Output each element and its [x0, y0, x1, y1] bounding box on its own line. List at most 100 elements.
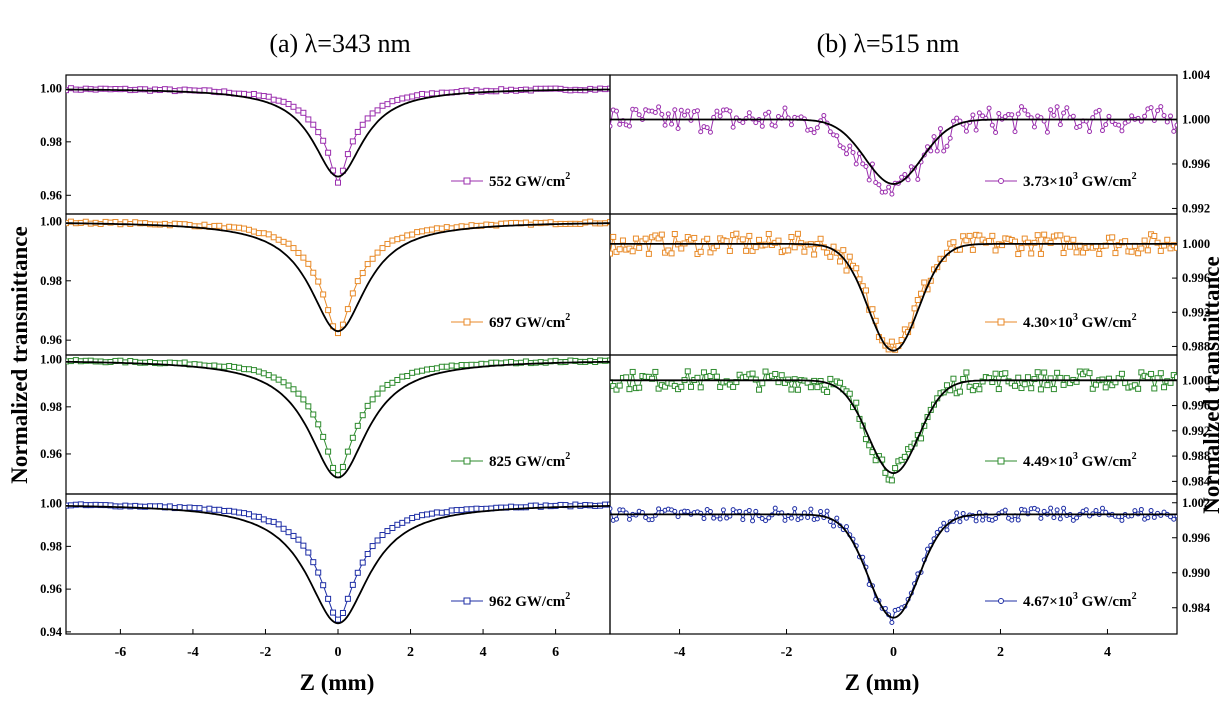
data-point: [970, 112, 976, 118]
data-point: [419, 512, 426, 519]
data-point: [623, 374, 630, 381]
data-point: [453, 363, 460, 370]
data-point: [902, 171, 908, 177]
data-point: [723, 238, 730, 245]
fit-curve: [66, 222, 610, 333]
data-point: [424, 91, 431, 98]
data-point: [295, 107, 302, 114]
data-point: [616, 246, 623, 253]
data-point: [250, 90, 257, 97]
data-point: [1148, 105, 1154, 111]
legend-label: 962 GW/cm2: [489, 591, 570, 610]
data-point: [827, 253, 834, 260]
data-point: [889, 191, 895, 197]
data-point: [374, 249, 381, 256]
y-tick-label: 0.984: [1182, 474, 1211, 488]
data-point: [275, 376, 282, 383]
data-point: [827, 375, 834, 382]
data-series: [66, 85, 610, 186]
data-point: [827, 129, 833, 135]
data-point: [1022, 507, 1028, 513]
data-series: [66, 218, 610, 337]
data-point: [950, 375, 957, 382]
data-point: [221, 507, 228, 514]
data-point: [763, 518, 769, 524]
data-point: [241, 225, 248, 232]
data-point: [315, 129, 322, 136]
data-point: [1054, 369, 1061, 376]
data-point: [369, 396, 376, 403]
data-point: [834, 133, 840, 139]
legend-label: 4.67×103 GW/cm2: [1023, 591, 1137, 610]
x-tick-label: 0: [335, 645, 342, 660]
data-point: [1002, 370, 1009, 377]
data-point: [1034, 232, 1041, 239]
y-tick-label: 0.96: [40, 447, 62, 461]
data-point: [448, 507, 455, 514]
data-point: [433, 365, 440, 372]
y-tick-label: 1.000: [1182, 112, 1210, 126]
data-point: [1022, 107, 1028, 113]
data-point: [1057, 122, 1063, 128]
data-point: [394, 96, 401, 103]
data-point: [384, 240, 391, 247]
legend-label: 552 GW/cm2: [489, 171, 570, 190]
y-tick-label: 0.98: [40, 400, 62, 414]
data-point: [315, 278, 322, 285]
data-point: [364, 402, 371, 409]
y-tick-label: 0.96: [40, 188, 62, 202]
data-point: [379, 245, 386, 252]
data-point: [834, 515, 840, 521]
data-point: [993, 129, 999, 135]
data-point: [453, 507, 460, 514]
data-point: [610, 250, 613, 257]
y-tick-label: 0.996: [1182, 399, 1210, 413]
data-point: [607, 219, 610, 226]
data-point: [280, 525, 287, 532]
data-point: [275, 521, 282, 528]
legend-marker: [998, 598, 1004, 604]
data-point: [305, 260, 312, 267]
data-point: [344, 448, 351, 455]
data-point: [354, 128, 361, 135]
data-point: [626, 516, 632, 522]
data-point: [295, 249, 302, 256]
data-point: [384, 101, 391, 108]
data-point: [166, 503, 173, 510]
data-point: [1161, 384, 1168, 391]
data-point: [1028, 250, 1035, 257]
data-point: [428, 510, 435, 517]
data-point: [814, 384, 821, 391]
data-point: [354, 278, 361, 285]
data-point: [960, 375, 967, 382]
data-point: [911, 305, 918, 312]
data-point: [694, 108, 700, 114]
data-point: [1073, 249, 1080, 256]
data-point: [255, 92, 262, 99]
data-point: [206, 505, 213, 512]
data-point: [250, 513, 257, 520]
data-point: [626, 386, 633, 393]
data-point: [889, 620, 895, 626]
data-point: [463, 362, 470, 369]
data-point: [610, 233, 617, 240]
data-point: [882, 469, 889, 476]
data-point: [330, 464, 337, 471]
data-point: [649, 517, 655, 523]
data-point: [458, 361, 465, 368]
legend-label: 697 GW/cm2: [489, 312, 570, 331]
data-point: [1067, 243, 1074, 250]
data-point: [424, 366, 431, 373]
fit-line: [66, 360, 610, 479]
data-point: [1171, 516, 1177, 522]
data-point: [1171, 128, 1177, 134]
data-point: [419, 228, 426, 235]
data-point: [655, 235, 662, 242]
data-point: [717, 516, 723, 522]
x-tick-label: 6: [552, 645, 559, 660]
data-point: [1041, 369, 1048, 376]
data-point: [1119, 128, 1125, 134]
data-point: [404, 373, 411, 380]
data-point: [196, 505, 203, 512]
y-tick-label: 0.990: [1182, 566, 1210, 580]
